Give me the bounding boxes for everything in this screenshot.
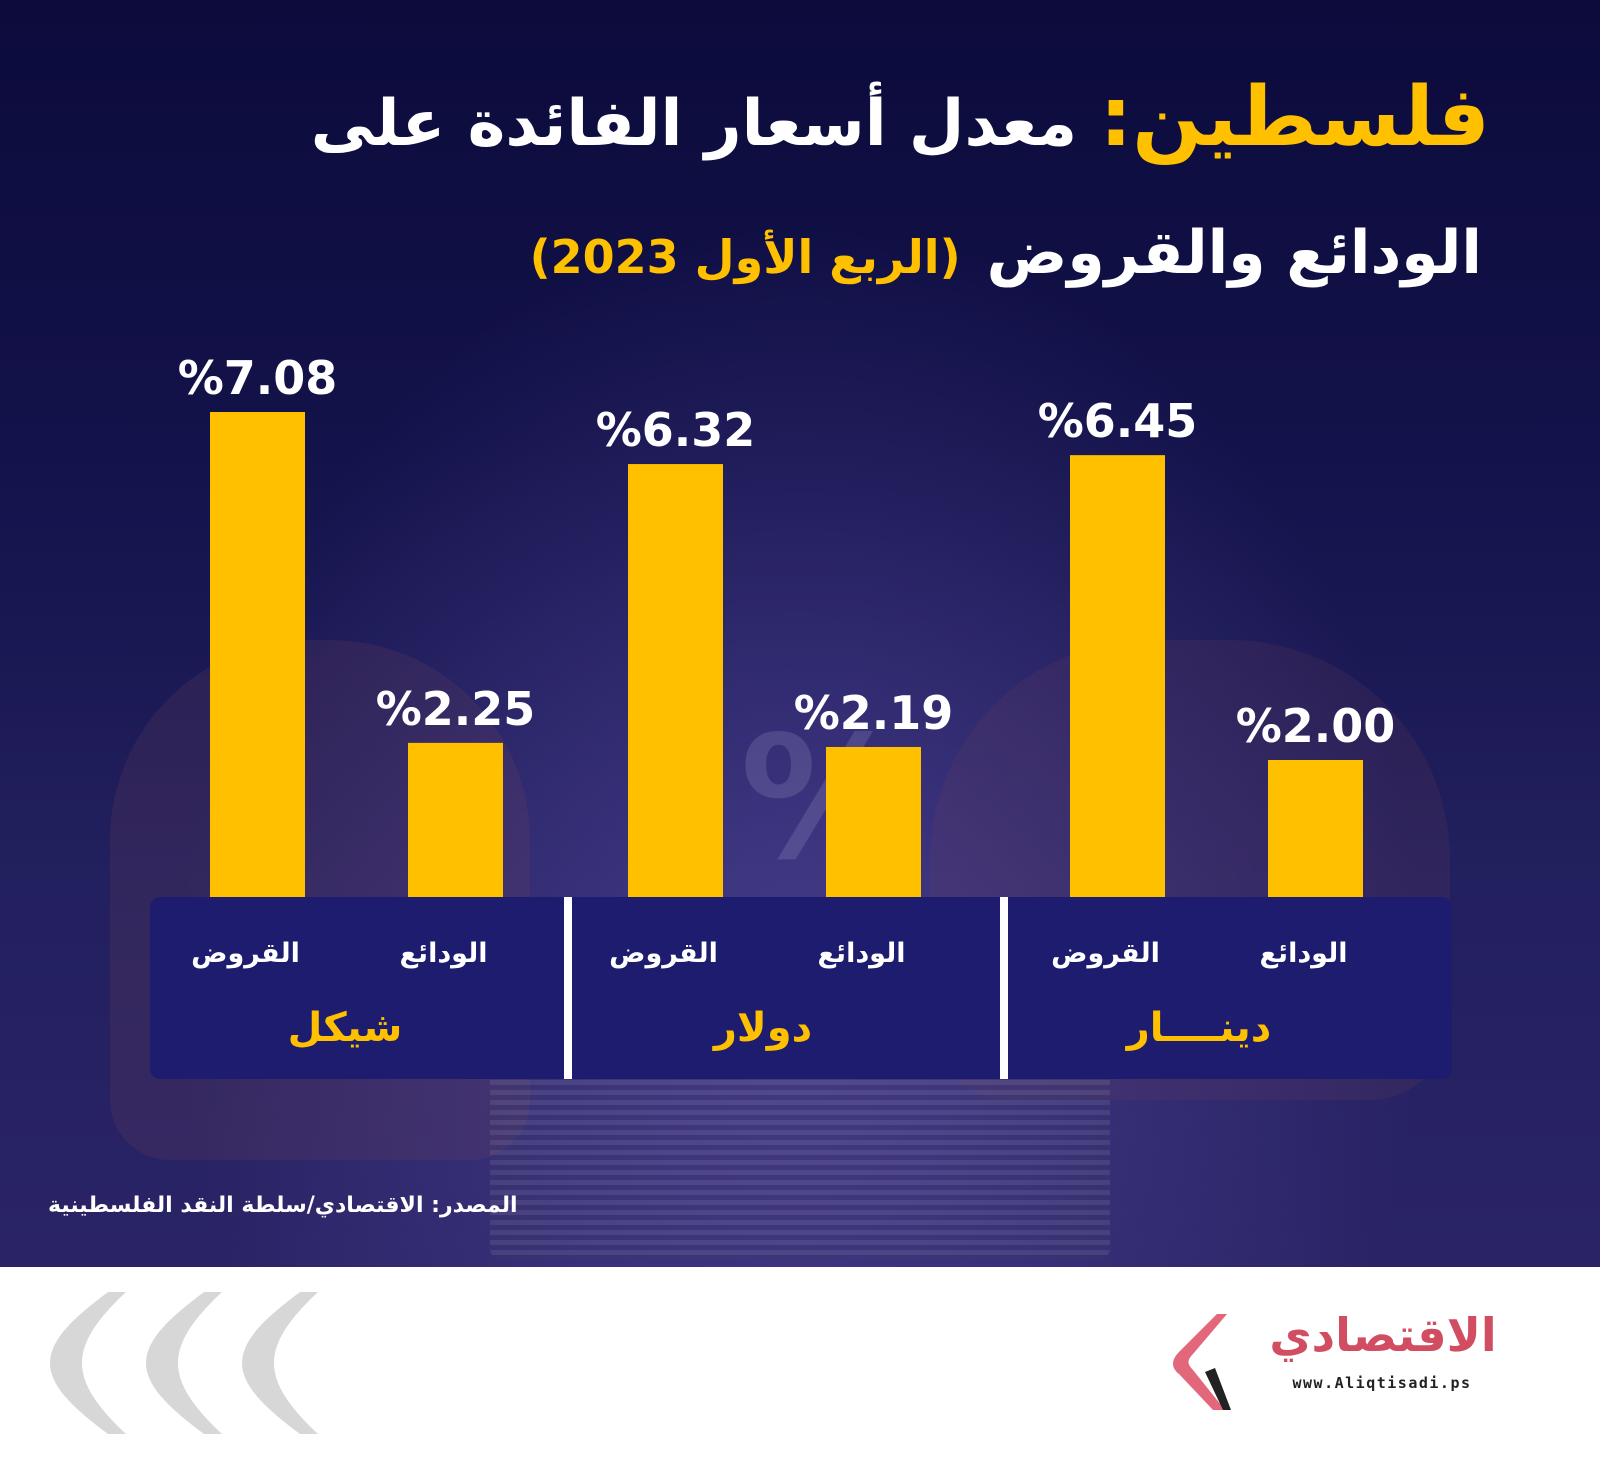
title-line-1: فلسطين: معدل أسعار الفائدة على	[311, 70, 1490, 165]
bar-category-label: القروض	[609, 938, 718, 969]
bar-2-0	[1070, 455, 1165, 897]
bar-0-1	[408, 742, 503, 897]
chevron-left-icon-2	[146, 1292, 222, 1434]
chevron-left-icon-1	[50, 1292, 126, 1434]
bar-value-label: %2.25	[376, 682, 536, 736]
bar-category-label: القروض	[1051, 938, 1160, 969]
coin-stacks-decoration	[490, 1070, 1110, 1260]
bar-value-label: %7.08	[178, 351, 338, 405]
bar-0-0	[210, 412, 305, 897]
label-panel	[150, 897, 1452, 1079]
currency-label: شيكل	[288, 1005, 403, 1051]
infographic-banner: % فلسطين: معدل أسعار الفائدة على الودائع…	[0, 0, 1600, 1267]
logo-name: الاقتصادي	[1269, 1308, 1497, 1362]
logo-url: www.Aliqtisadi.ps	[1292, 1374, 1472, 1392]
title-line-2: الودائع والقروض (الربع الأول 2023)	[530, 218, 1482, 288]
bar-value-label: %2.19	[794, 686, 954, 740]
chevron-left-icon-3	[242, 1292, 318, 1434]
title-line-1-rest: معدل أسعار الفائدة على	[310, 87, 1078, 161]
currency-label: دينــــار	[1125, 1005, 1272, 1051]
source-note: المصدر: الاقتصادي/سلطة النقد الفلسطينية	[48, 1193, 518, 1218]
bar-chart: %7.08 القروض %2.25 الودائع شيكل %6.32 القروض %2…	[150, 351, 1452, 1079]
bar-category-label: الودائع	[817, 938, 905, 969]
bar-1-0	[628, 464, 723, 897]
title-line-2-text: الودائع والقروض	[986, 218, 1482, 288]
brand-logo: الاقتصادي www.Aliqtisadi.ps	[1165, 1308, 1525, 1418]
bar-value-label: %6.32	[596, 403, 756, 457]
bar-value-label: %6.45	[1038, 394, 1198, 448]
group-divider-1	[1000, 897, 1008, 1079]
title-accent: فلسطين:	[1099, 70, 1490, 165]
bar-category-label: الودائع	[1259, 938, 1347, 969]
title-period: (الربع الأول 2023)	[529, 230, 961, 284]
bar-1-1	[826, 746, 921, 897]
bar-value-label: %2.00	[1236, 699, 1396, 753]
group-divider-0	[564, 897, 572, 1079]
chevrons-decoration	[50, 1292, 318, 1434]
currency-label: دولار	[712, 1005, 812, 1051]
bar-2-1	[1268, 759, 1363, 897]
bar-category-label: الودائع	[399, 938, 487, 969]
logo-mark-icon	[1173, 1314, 1231, 1410]
bar-category-label: القروض	[191, 938, 300, 969]
